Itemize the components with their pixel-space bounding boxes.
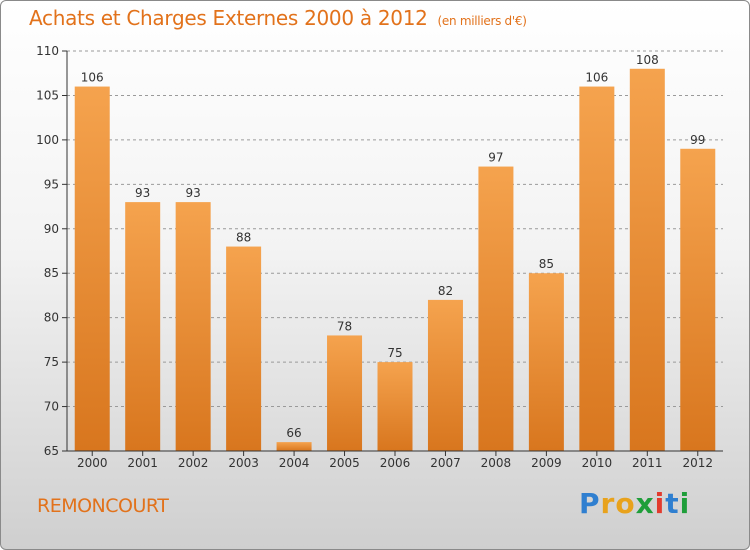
data-label: 82 [438, 284, 453, 298]
y-tick-label: 95 [44, 177, 59, 191]
x-tick-label: 2009 [531, 456, 562, 470]
x-tick-label: 2004 [279, 456, 310, 470]
bar [377, 362, 413, 451]
proxiti-logo: Proxiti [579, 487, 690, 520]
bar [478, 166, 514, 452]
x-tick-label: 2007 [430, 456, 461, 470]
y-tick-label: 75 [44, 355, 59, 369]
bar [629, 68, 665, 452]
data-label: 99 [690, 133, 705, 147]
data-label: 93 [186, 186, 201, 200]
x-tick-label: 2001 [127, 456, 158, 470]
chart-title: Achats et Charges Externes 2000 à 2012 (e… [29, 6, 527, 30]
bar [579, 86, 615, 452]
chart-title-text: Achats et Charges Externes 2000 à 2012 [29, 6, 428, 30]
data-label: 85 [539, 257, 554, 271]
bar [226, 246, 262, 451]
x-tick-label: 2008 [481, 456, 512, 470]
logo-letter: P [579, 487, 601, 520]
bar [276, 442, 312, 451]
bar [327, 335, 363, 451]
y-tick-label: 110 [36, 44, 59, 58]
y-tick-label: 85 [44, 266, 59, 280]
data-label: 88 [236, 231, 251, 245]
data-label: 66 [286, 426, 301, 440]
data-label: 106 [585, 71, 608, 85]
axes: 65 70 75 80 85 90 95 100 105 110 2000 2001 2002 2003 2… [36, 44, 723, 470]
bars: 106 93 93 88 66 78 75 82 97 85 106 108 99 [74, 53, 716, 452]
bar [125, 202, 161, 451]
data-label: 106 [81, 71, 104, 85]
logo-letter: r [600, 487, 616, 520]
logo-letter: i [679, 487, 691, 520]
logo-letter: x [635, 487, 655, 520]
x-tick-label: 2006 [380, 456, 411, 470]
y-tick-label: 70 [44, 400, 59, 414]
logo-letter: i [654, 487, 666, 520]
y-tick-label: 90 [44, 222, 59, 236]
data-label: 78 [337, 319, 352, 333]
bar [74, 86, 110, 452]
bar [528, 273, 564, 451]
data-label: 108 [636, 53, 659, 67]
data-label: 93 [135, 186, 150, 200]
data-label: 97 [488, 151, 503, 165]
y-tick-label: 105 [36, 88, 59, 102]
commune-name: REMONCOURT [37, 495, 169, 517]
x-tick-label: 2010 [582, 456, 613, 470]
y-tick-label: 80 [44, 311, 59, 325]
bar [680, 148, 716, 451]
logo-letter: o [615, 487, 636, 520]
y-tick-label: 100 [36, 133, 59, 147]
bar [175, 202, 211, 451]
bar [427, 299, 463, 451]
x-tick-label: 2002 [178, 456, 209, 470]
y-tick-label: 65 [44, 444, 59, 458]
x-tick-label: 2000 [77, 456, 108, 470]
logo-letter: t [665, 487, 680, 520]
chart-subtitle: (en milliers d'€) [437, 14, 527, 28]
data-label: 75 [387, 346, 402, 360]
x-tick-label: 2003 [228, 456, 259, 470]
x-tick-label: 2005 [329, 456, 360, 470]
x-tick-label: 2012 [682, 456, 713, 470]
x-tick-label: 2011 [632, 456, 663, 470]
